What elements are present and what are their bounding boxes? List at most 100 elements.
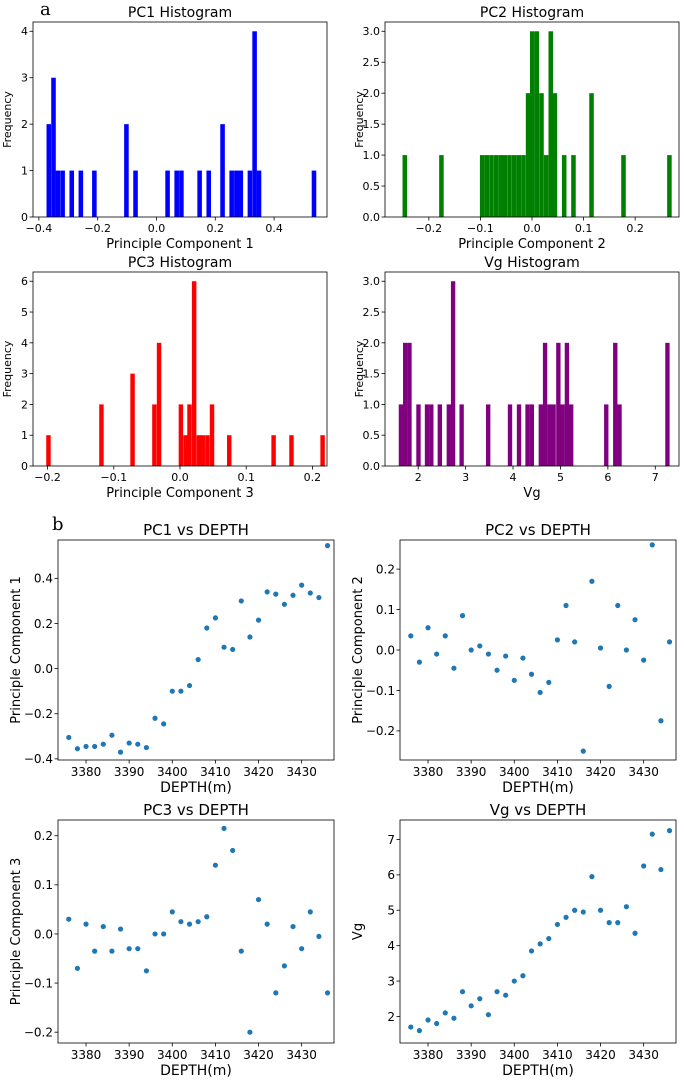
pc3_hist-bar-15 bbox=[289, 435, 294, 466]
pc3_depth-point-9 bbox=[143, 968, 150, 974]
pc1_hist-bar-8 bbox=[133, 170, 138, 217]
pc1_hist-bar-15 bbox=[229, 170, 234, 217]
pc1_hist-xtick-label-4: 0.4 bbox=[265, 222, 283, 235]
pc3_depth-xlabel: DEPTH(m) bbox=[160, 1063, 232, 1079]
pc3_depth-xtick-label-4: 3420 bbox=[243, 1048, 274, 1062]
pc3_depth-point-3 bbox=[92, 948, 98, 954]
vg_depth-point-2 bbox=[425, 1017, 431, 1023]
vg_depth-title: Vg vs DEPTH bbox=[490, 801, 587, 819]
pc1_hist-ytick-label-0: 0 bbox=[21, 211, 28, 224]
vg_depth-point-19 bbox=[572, 907, 578, 913]
pc1_depth-point-12 bbox=[169, 688, 175, 694]
pc1_depth-point-1 bbox=[74, 746, 81, 752]
pc1_hist-bar-19 bbox=[252, 31, 257, 217]
vg_hist-xtick-label-5: 7 bbox=[652, 471, 659, 484]
pc2_hist-chart: −0.2 −0.1 0.0 0.1 0.2 0.0 0.5 1.0 1.5 2.0 2.5 3.0 PC… bbox=[353, 5, 680, 252]
pc3_depth-point-19 bbox=[230, 847, 236, 854]
pc1_depth-point-8 bbox=[135, 741, 141, 747]
pc3_depth-point-22 bbox=[255, 896, 262, 903]
pc2_depth-point-5 bbox=[451, 665, 457, 671]
vg_hist-bar-14 bbox=[529, 404, 534, 466]
pc3_hist-bar-1 bbox=[99, 404, 104, 466]
pc1_depth-point-6 bbox=[117, 749, 124, 755]
vg_hist-ylabel: Frequency bbox=[353, 340, 366, 397]
pc3_depth-point-24 bbox=[273, 990, 279, 996]
pc3_hist-bar-16 bbox=[320, 435, 325, 466]
pc2_hist-ytick-label-5: 2.5 bbox=[363, 56, 381, 69]
pc2_depth-point-18 bbox=[563, 602, 569, 609]
pc1_hist-ylabel: Frequency bbox=[1, 91, 14, 148]
vg_hist-bar-21 bbox=[564, 342, 570, 466]
pc3_depth-point-20 bbox=[238, 948, 244, 954]
pc3_hist-ytick-label-1: 1 bbox=[21, 429, 28, 442]
pc2_hist-bar-21 bbox=[589, 93, 594, 217]
pc1_depth-ytick-label-4: 0.4 bbox=[34, 572, 53, 586]
pc3_depth-point-2 bbox=[83, 921, 89, 927]
panel-label-a: a bbox=[40, 0, 51, 20]
pc1_hist-ytick-label-3: 3 bbox=[21, 72, 28, 85]
pc3_hist-bar-12 bbox=[209, 404, 215, 466]
pc3_hist-ytick-label-2: 2 bbox=[21, 398, 28, 411]
vg_depth-xlabel: DEPTH(m) bbox=[502, 1063, 574, 1079]
pc1_depth-point-26 bbox=[290, 592, 296, 598]
pc2_depth-ylabel: Principle Component 2 bbox=[351, 576, 366, 723]
vg_depth-xtick-label-5: 3430 bbox=[628, 1048, 659, 1062]
pc3_hist-bar-10 bbox=[200, 435, 205, 466]
vg_hist-ytick-label-3: 1.5 bbox=[363, 368, 381, 381]
vg_hist-xlabel: Vg bbox=[523, 486, 540, 501]
vg_hist-title: Vg Histogram bbox=[484, 255, 580, 271]
pc1_hist-bar-17 bbox=[238, 170, 244, 217]
vg_depth-point-22 bbox=[597, 907, 604, 913]
pc1_hist-xtick-label-2: 0.0 bbox=[148, 222, 166, 235]
pc1_depth-xtick-label-1: 3390 bbox=[114, 765, 145, 779]
pc1_depth-point-3 bbox=[92, 743, 98, 750]
pc3_hist-bar-14 bbox=[271, 435, 276, 466]
pc2_hist-bar-14 bbox=[534, 31, 540, 217]
vg_hist-ytick-label-2: 1.0 bbox=[363, 398, 381, 411]
vg_hist-bar-24 bbox=[613, 342, 618, 466]
pc3_depth-title: PC3 vs DEPTH bbox=[143, 801, 249, 819]
vg_hist-ytick-label-6: 3.0 bbox=[363, 275, 381, 288]
pc1_hist-xtick-label-1: −0.2 bbox=[84, 222, 111, 235]
pc2_hist-bar-11 bbox=[521, 155, 526, 217]
vg_hist-bar-10 bbox=[486, 404, 491, 466]
vg_depth-point-25 bbox=[623, 904, 630, 910]
vg_depth-point-5 bbox=[451, 1015, 457, 1021]
vg_hist-bar-9 bbox=[459, 404, 464, 466]
pc2_depth-point-13 bbox=[520, 655, 526, 661]
pc2_depth-point-15 bbox=[537, 689, 543, 696]
pc1_depth-point-29 bbox=[316, 594, 322, 601]
vg_hist-xtick-label-3: 5 bbox=[557, 471, 564, 484]
pc2_depth-chart: 3380 3390 3400 3410 3420 3430 −0.2 −0.1 0.0 0.1 0.… bbox=[351, 521, 677, 796]
pc2_depth-xtick-label-3: 3410 bbox=[542, 765, 573, 779]
pc2_hist-bar-4 bbox=[489, 155, 494, 217]
pc2_hist-bar-12 bbox=[525, 93, 531, 217]
pc1_depth-point-25 bbox=[281, 601, 288, 607]
pc1_hist-bar-1 bbox=[51, 77, 56, 218]
pc1_depth-point-18 bbox=[221, 644, 227, 650]
vg_hist-bar-23 bbox=[604, 404, 609, 466]
vg_depth-point-28 bbox=[649, 831, 655, 837]
vg_depth-point-29 bbox=[658, 866, 664, 873]
pc2_hist-ytick-label-0: 0.0 bbox=[363, 211, 381, 224]
pc1_depth-point-4 bbox=[100, 741, 106, 747]
pc1_hist-bar-13 bbox=[206, 170, 212, 217]
vg_hist-bar-4 bbox=[424, 404, 430, 466]
vg_depth-point-3 bbox=[434, 1020, 440, 1027]
pc3_depth-ytick-label-0: −0.2 bbox=[24, 1026, 53, 1040]
pc2_depth-title: PC2 vs DEPTH bbox=[485, 521, 591, 539]
pc1_depth-point-13 bbox=[178, 688, 184, 694]
pc2_hist-ytick-label-3: 1.5 bbox=[363, 118, 381, 131]
pc2_depth-point-24 bbox=[615, 602, 621, 609]
pc1_hist-xtick-label-3: 0.2 bbox=[207, 222, 225, 235]
vg_depth-point-23 bbox=[606, 920, 612, 926]
pc1_hist-xlabel: Principle Component 1 bbox=[106, 237, 253, 252]
vg_depth-point-11 bbox=[503, 992, 509, 998]
pc2_hist-bar-19 bbox=[561, 155, 567, 217]
pc3_depth-chart: 3380 3390 3400 3410 3420 3430 −0.2 −0.1 0.0 0.1 0.… bbox=[9, 801, 335, 1079]
pc1_hist-bar-4 bbox=[69, 170, 75, 217]
pc1_depth-point-16 bbox=[204, 625, 210, 631]
pc2_depth-point-2 bbox=[425, 625, 431, 631]
pc1_depth-point-14 bbox=[186, 682, 193, 689]
pc3_hist-xtick-label-2: 0.0 bbox=[171, 471, 189, 484]
